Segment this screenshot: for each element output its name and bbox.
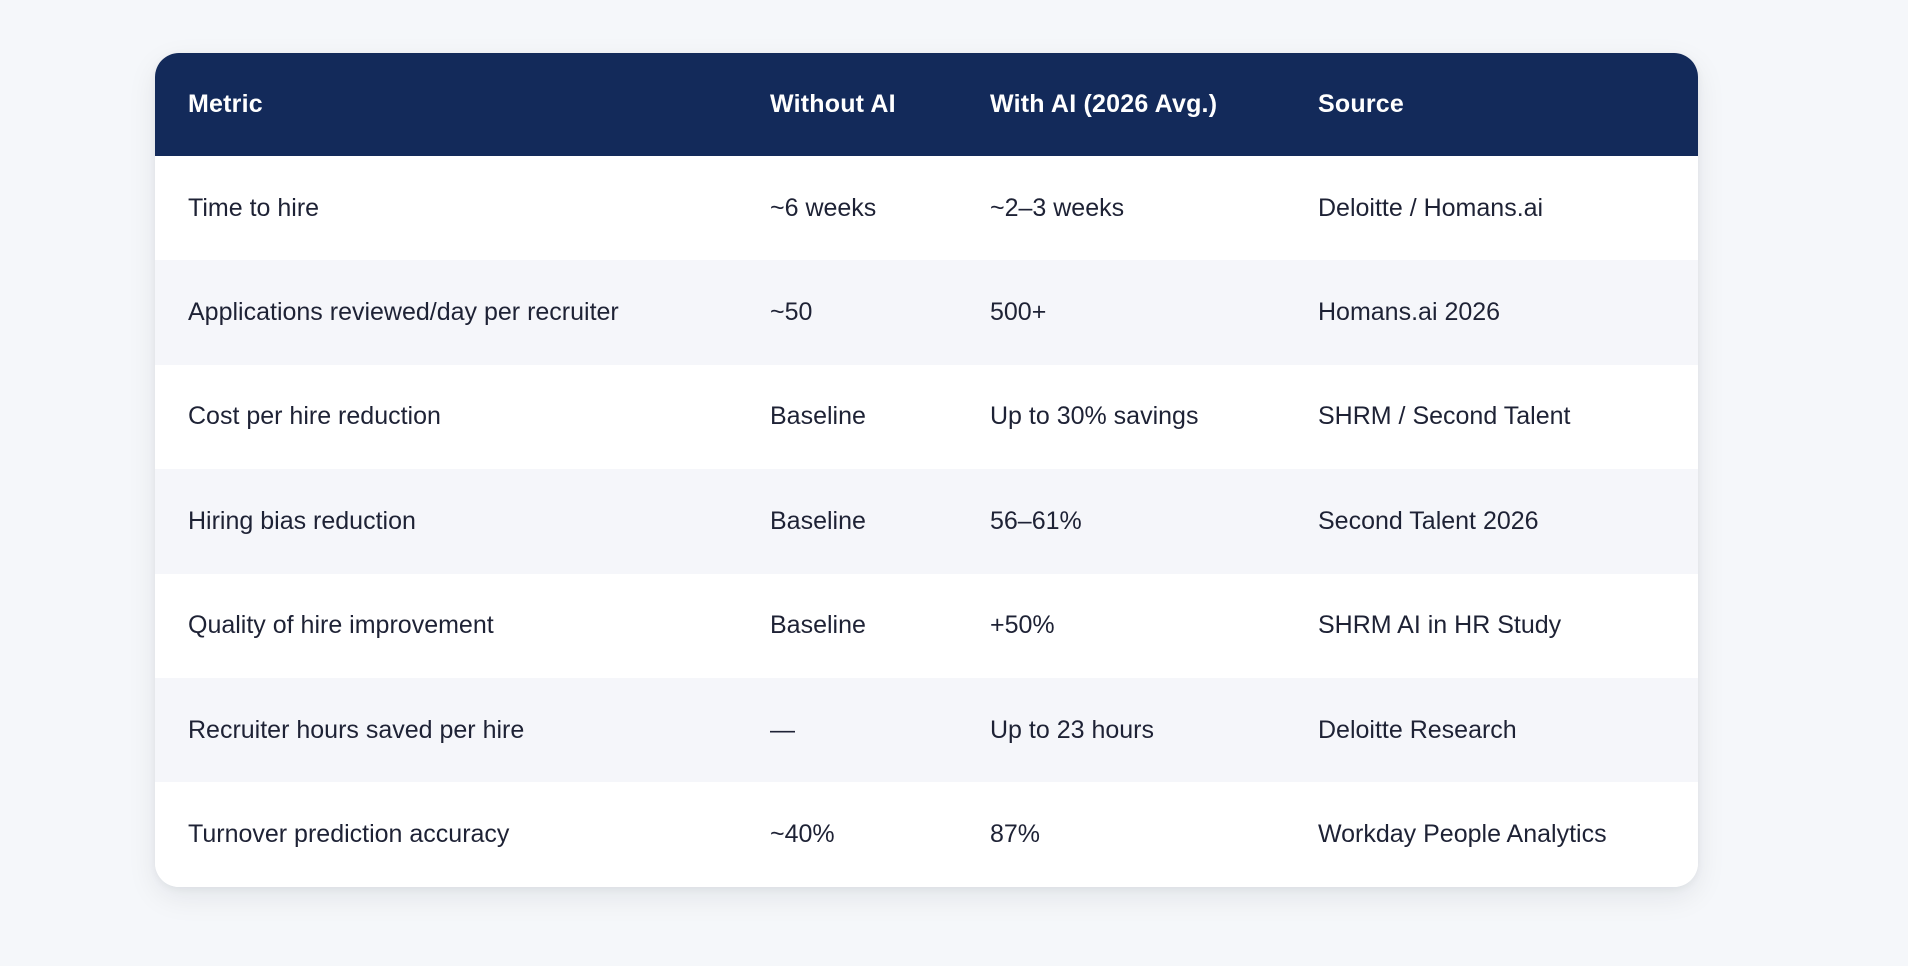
table-row: Applications reviewed/day per recruiter …	[155, 260, 1698, 365]
table-row: Cost per hire reduction Baseline Up to 3…	[155, 364, 1698, 470]
metric-cell: Recruiter hours saved per hire	[188, 715, 525, 744]
table-row: Hiring bias reduction Baseline 56–61% Se…	[155, 469, 1698, 574]
table-row: Recruiter hours saved per hire — Up to 2…	[155, 677, 1698, 783]
with-ai-cell: 500+	[990, 298, 1047, 327]
table-row: Turnover prediction accuracy ~40% 87% Wo…	[155, 782, 1698, 887]
source-cell: SHRM / Second Talent	[1318, 402, 1571, 431]
with-ai-cell: ~2–3 weeks	[990, 193, 1125, 222]
header-cell-with-ai: With AI (2026 Avg.)	[990, 90, 1218, 118]
with-ai-cell: Up to 30% savings	[990, 402, 1199, 431]
metric-cell: Turnover prediction accuracy	[188, 820, 510, 849]
without-ai-cell: —	[770, 715, 795, 744]
source-cell: SHRM AI in HR Study	[1318, 611, 1562, 640]
ai-hiring-metrics-table: Metric Without AI With AI (2026 Avg.) So…	[155, 53, 1698, 887]
with-ai-cell: Up to 23 hours	[990, 715, 1154, 744]
metric-cell: Time to hire	[188, 193, 320, 222]
source-cell: Workday People Analytics	[1318, 820, 1607, 849]
with-ai-cell: +50%	[990, 611, 1055, 640]
header-cell-without-ai: Without AI	[770, 90, 896, 118]
without-ai-cell: ~40%	[770, 820, 835, 849]
metric-cell: Cost per hire reduction	[188, 402, 441, 431]
with-ai-cell: 87%	[990, 820, 1041, 849]
source-cell: Deloitte / Homans.ai	[1318, 193, 1544, 222]
without-ai-cell: Baseline	[770, 506, 866, 535]
source-cell: Second Talent 2026	[1318, 506, 1539, 535]
metric-cell: Quality of hire improvement	[188, 611, 494, 640]
table-header-row: Metric Without AI With AI (2026 Avg.) So…	[155, 53, 1698, 156]
without-ai-cell: ~6 weeks	[770, 193, 877, 222]
without-ai-cell: Baseline	[770, 611, 866, 640]
metric-cell: Applications reviewed/day per recruiter	[188, 298, 619, 327]
without-ai-cell: ~50	[770, 298, 813, 327]
without-ai-cell: Baseline	[770, 402, 866, 431]
source-cell: Deloitte Research	[1318, 715, 1517, 744]
table-row: Time to hire ~6 weeks ~2–3 weeks Deloitt…	[155, 156, 1698, 261]
metrics-table-card: Metric Without AI With AI (2026 Avg.) So…	[155, 53, 1698, 887]
table-row: Quality of hire improvement Baseline +50…	[155, 573, 1698, 678]
source-cell: Homans.ai 2026	[1318, 298, 1501, 327]
with-ai-cell: 56–61%	[990, 506, 1082, 535]
header-cell-metric: Metric	[188, 90, 263, 118]
header-cell-source: Source	[1318, 90, 1404, 118]
metric-cell: Hiring bias reduction	[188, 506, 416, 535]
